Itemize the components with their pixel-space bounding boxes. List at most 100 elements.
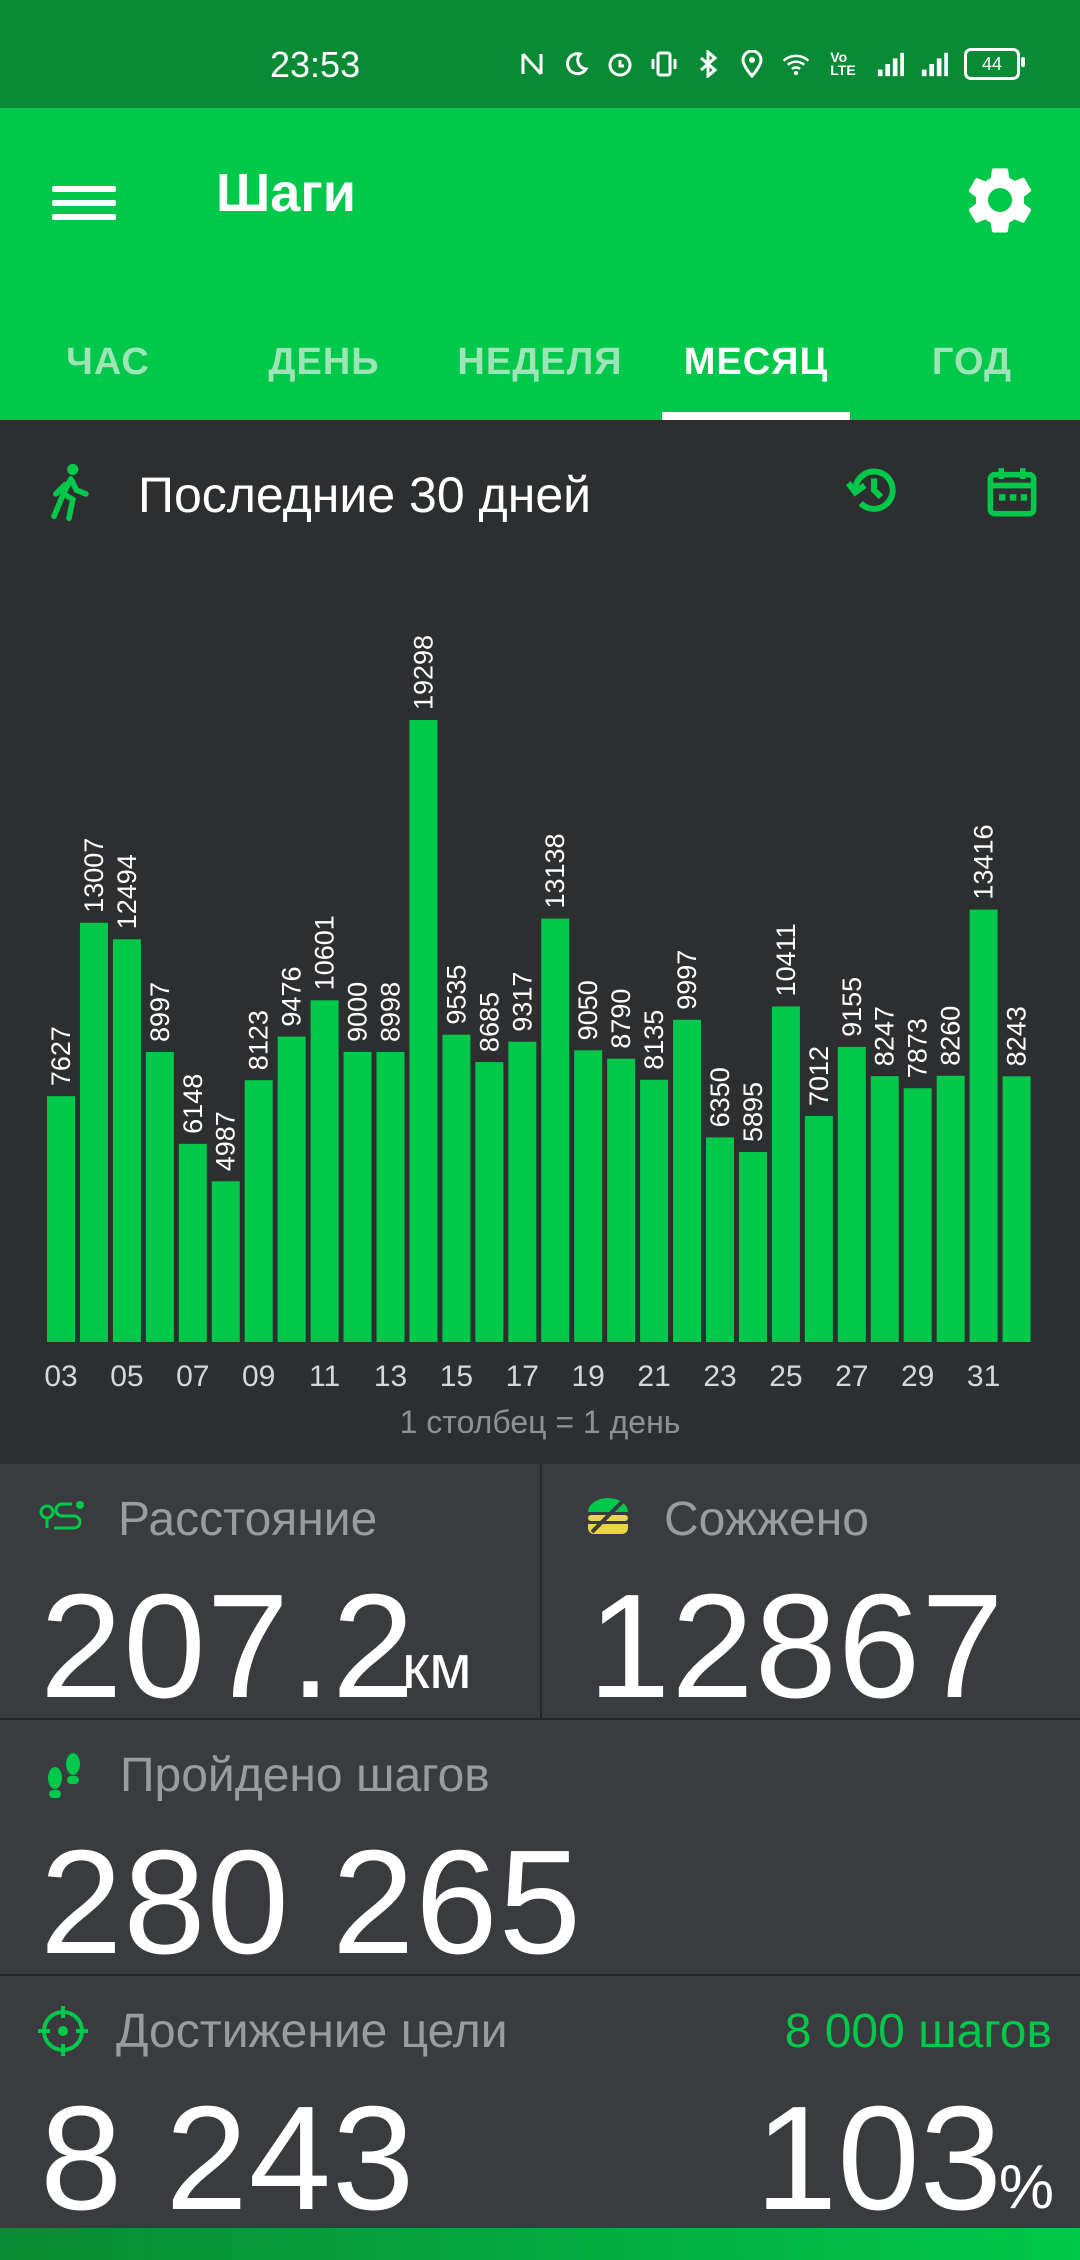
divider	[540, 1464, 542, 1718]
chart-header: Последние 30 дней	[0, 420, 1080, 570]
bar[interactable]	[738, 1151, 767, 1342]
bluetooth-icon	[694, 50, 722, 78]
bar-value-label: 9155	[837, 977, 867, 1037]
divider	[0, 1974, 1080, 1976]
bar[interactable]	[508, 1041, 537, 1342]
calendar-icon[interactable]	[986, 464, 1038, 520]
bar[interactable]	[79, 922, 108, 1342]
bar[interactable]	[47, 1096, 75, 1342]
burned-value: 12867	[588, 1564, 1005, 1729]
bar-value-label: 8260	[936, 1006, 966, 1066]
burned-card[interactable]: Сожжено 12867	[542, 1464, 1080, 1729]
steps-chart: 7627 13007 12494 8997 6148 4987 8123 9476 10601 9…	[0, 560, 1080, 1460]
bar[interactable]	[145, 1052, 174, 1342]
bar[interactable]	[409, 720, 438, 1342]
status-time: 23:53	[270, 44, 361, 85]
bar-value-label: 9050	[573, 980, 603, 1040]
bar-value-label: 8998	[376, 982, 406, 1042]
tab-day[interactable]: ДЕНЬ	[268, 340, 380, 383]
steps-value: 280 265	[40, 1820, 582, 1985]
bar-value-label: 8243	[1002, 1006, 1032, 1066]
x-tick-label: 27	[835, 1360, 868, 1393]
tab-hour[interactable]: ЧАС	[66, 340, 150, 383]
bar-value-label: 19298	[408, 635, 438, 710]
x-tick-label: 31	[967, 1360, 1000, 1393]
x-tick-label: 21	[637, 1360, 670, 1393]
goal-value: 8 243	[40, 2076, 416, 2241]
bar[interactable]	[442, 1034, 471, 1342]
steps-label: Пройдено шагов	[120, 1749, 490, 1802]
settings-gear-icon[interactable]	[960, 160, 1040, 240]
bar[interactable]	[343, 1051, 372, 1342]
bar[interactable]	[706, 1137, 734, 1342]
bar-value-label: 9535	[441, 965, 471, 1025]
status-bar: 23:53 Vo LTE 44	[0, 0, 1080, 108]
bar-value-label: 12494	[112, 854, 142, 929]
bar-value-label: 8790	[606, 989, 636, 1049]
bar-value-label: 6350	[705, 1067, 735, 1127]
stats-panel: Расстояние 207.2 км Сожжено 12867 Пройде…	[0, 1464, 1080, 2260]
bar[interactable]	[541, 918, 570, 1342]
x-tick-label: 03	[44, 1360, 77, 1393]
bar-value-label: 4987	[211, 1111, 241, 1171]
route-icon	[39, 1501, 84, 1530]
bar[interactable]	[574, 1050, 603, 1342]
x-tick-label: 29	[901, 1360, 934, 1393]
tab-week[interactable]: НЕДЕЛЯ	[457, 340, 623, 383]
goal-percent: 103	[755, 2076, 1002, 2241]
steps-card[interactable]: Пройдено шагов 280 265	[0, 1720, 1080, 1985]
goal-label: Достижение цели	[116, 2005, 508, 2058]
bar-value-label: 9000	[343, 982, 373, 1042]
x-tick-label: 11	[309, 1360, 340, 1393]
bar-value-label: 7012	[804, 1046, 834, 1106]
bar[interactable]	[969, 909, 998, 1342]
bar[interactable]	[1002, 1076, 1031, 1342]
wifi-icon	[782, 50, 810, 78]
bar[interactable]	[244, 1080, 273, 1342]
bar-value-label: 10601	[310, 915, 340, 990]
chart-title: Последние 30 дней	[138, 467, 592, 523]
bar[interactable]	[376, 1051, 405, 1342]
chart-note: 1 столбец = 1 день	[399, 1404, 681, 1440]
bar[interactable]	[870, 1076, 899, 1342]
x-tick-label: 05	[110, 1360, 143, 1393]
burned-label: Сожжено	[664, 1493, 869, 1546]
bar[interactable]	[640, 1079, 669, 1342]
bar-value-label: 5895	[738, 1082, 768, 1142]
target-icon	[38, 2006, 88, 2056]
volte-icon: Vo LTE	[830, 49, 856, 78]
x-tick-label: 23	[703, 1360, 736, 1393]
moon-icon	[562, 50, 590, 78]
bar[interactable]	[310, 1000, 339, 1342]
bar[interactable]	[936, 1075, 965, 1342]
x-tick-label: 15	[440, 1360, 473, 1393]
bar[interactable]	[277, 1036, 306, 1342]
divider	[0, 1718, 1080, 1720]
bar[interactable]	[673, 1019, 702, 1342]
bar[interactable]	[607, 1058, 636, 1342]
bottom-strip	[0, 2228, 1080, 2260]
bar[interactable]	[804, 1115, 833, 1342]
battery-icon: 44	[964, 48, 1025, 80]
bar-value-label: 9317	[507, 972, 537, 1032]
distance-label: Расстояние	[118, 1493, 378, 1546]
bar[interactable]	[475, 1062, 504, 1342]
bar[interactable]	[178, 1143, 207, 1342]
bar[interactable]	[211, 1181, 240, 1342]
tab-year[interactable]: ГОД	[931, 340, 1013, 383]
goal-card[interactable]: Достижение цели 8 000 шагов 8 243 103 %	[0, 1976, 1080, 2260]
x-tick-label: 17	[506, 1360, 539, 1393]
bar[interactable]	[771, 1006, 800, 1342]
bar-value-label: 10411	[771, 923, 801, 996]
burger-icon	[588, 1498, 628, 1534]
distance-card[interactable]: Расстояние 207.2 км	[0, 1464, 540, 1729]
x-tick-label: 19	[572, 1360, 605, 1393]
bar[interactable]	[837, 1046, 866, 1342]
bar[interactable]	[903, 1088, 932, 1342]
history-icon[interactable]	[846, 462, 902, 518]
bar-value-label: 8685	[474, 992, 504, 1052]
menu-icon[interactable]	[52, 178, 116, 234]
bar[interactable]	[112, 939, 141, 1342]
tab-month[interactable]: МЕСЯЦ	[648, 304, 864, 420]
